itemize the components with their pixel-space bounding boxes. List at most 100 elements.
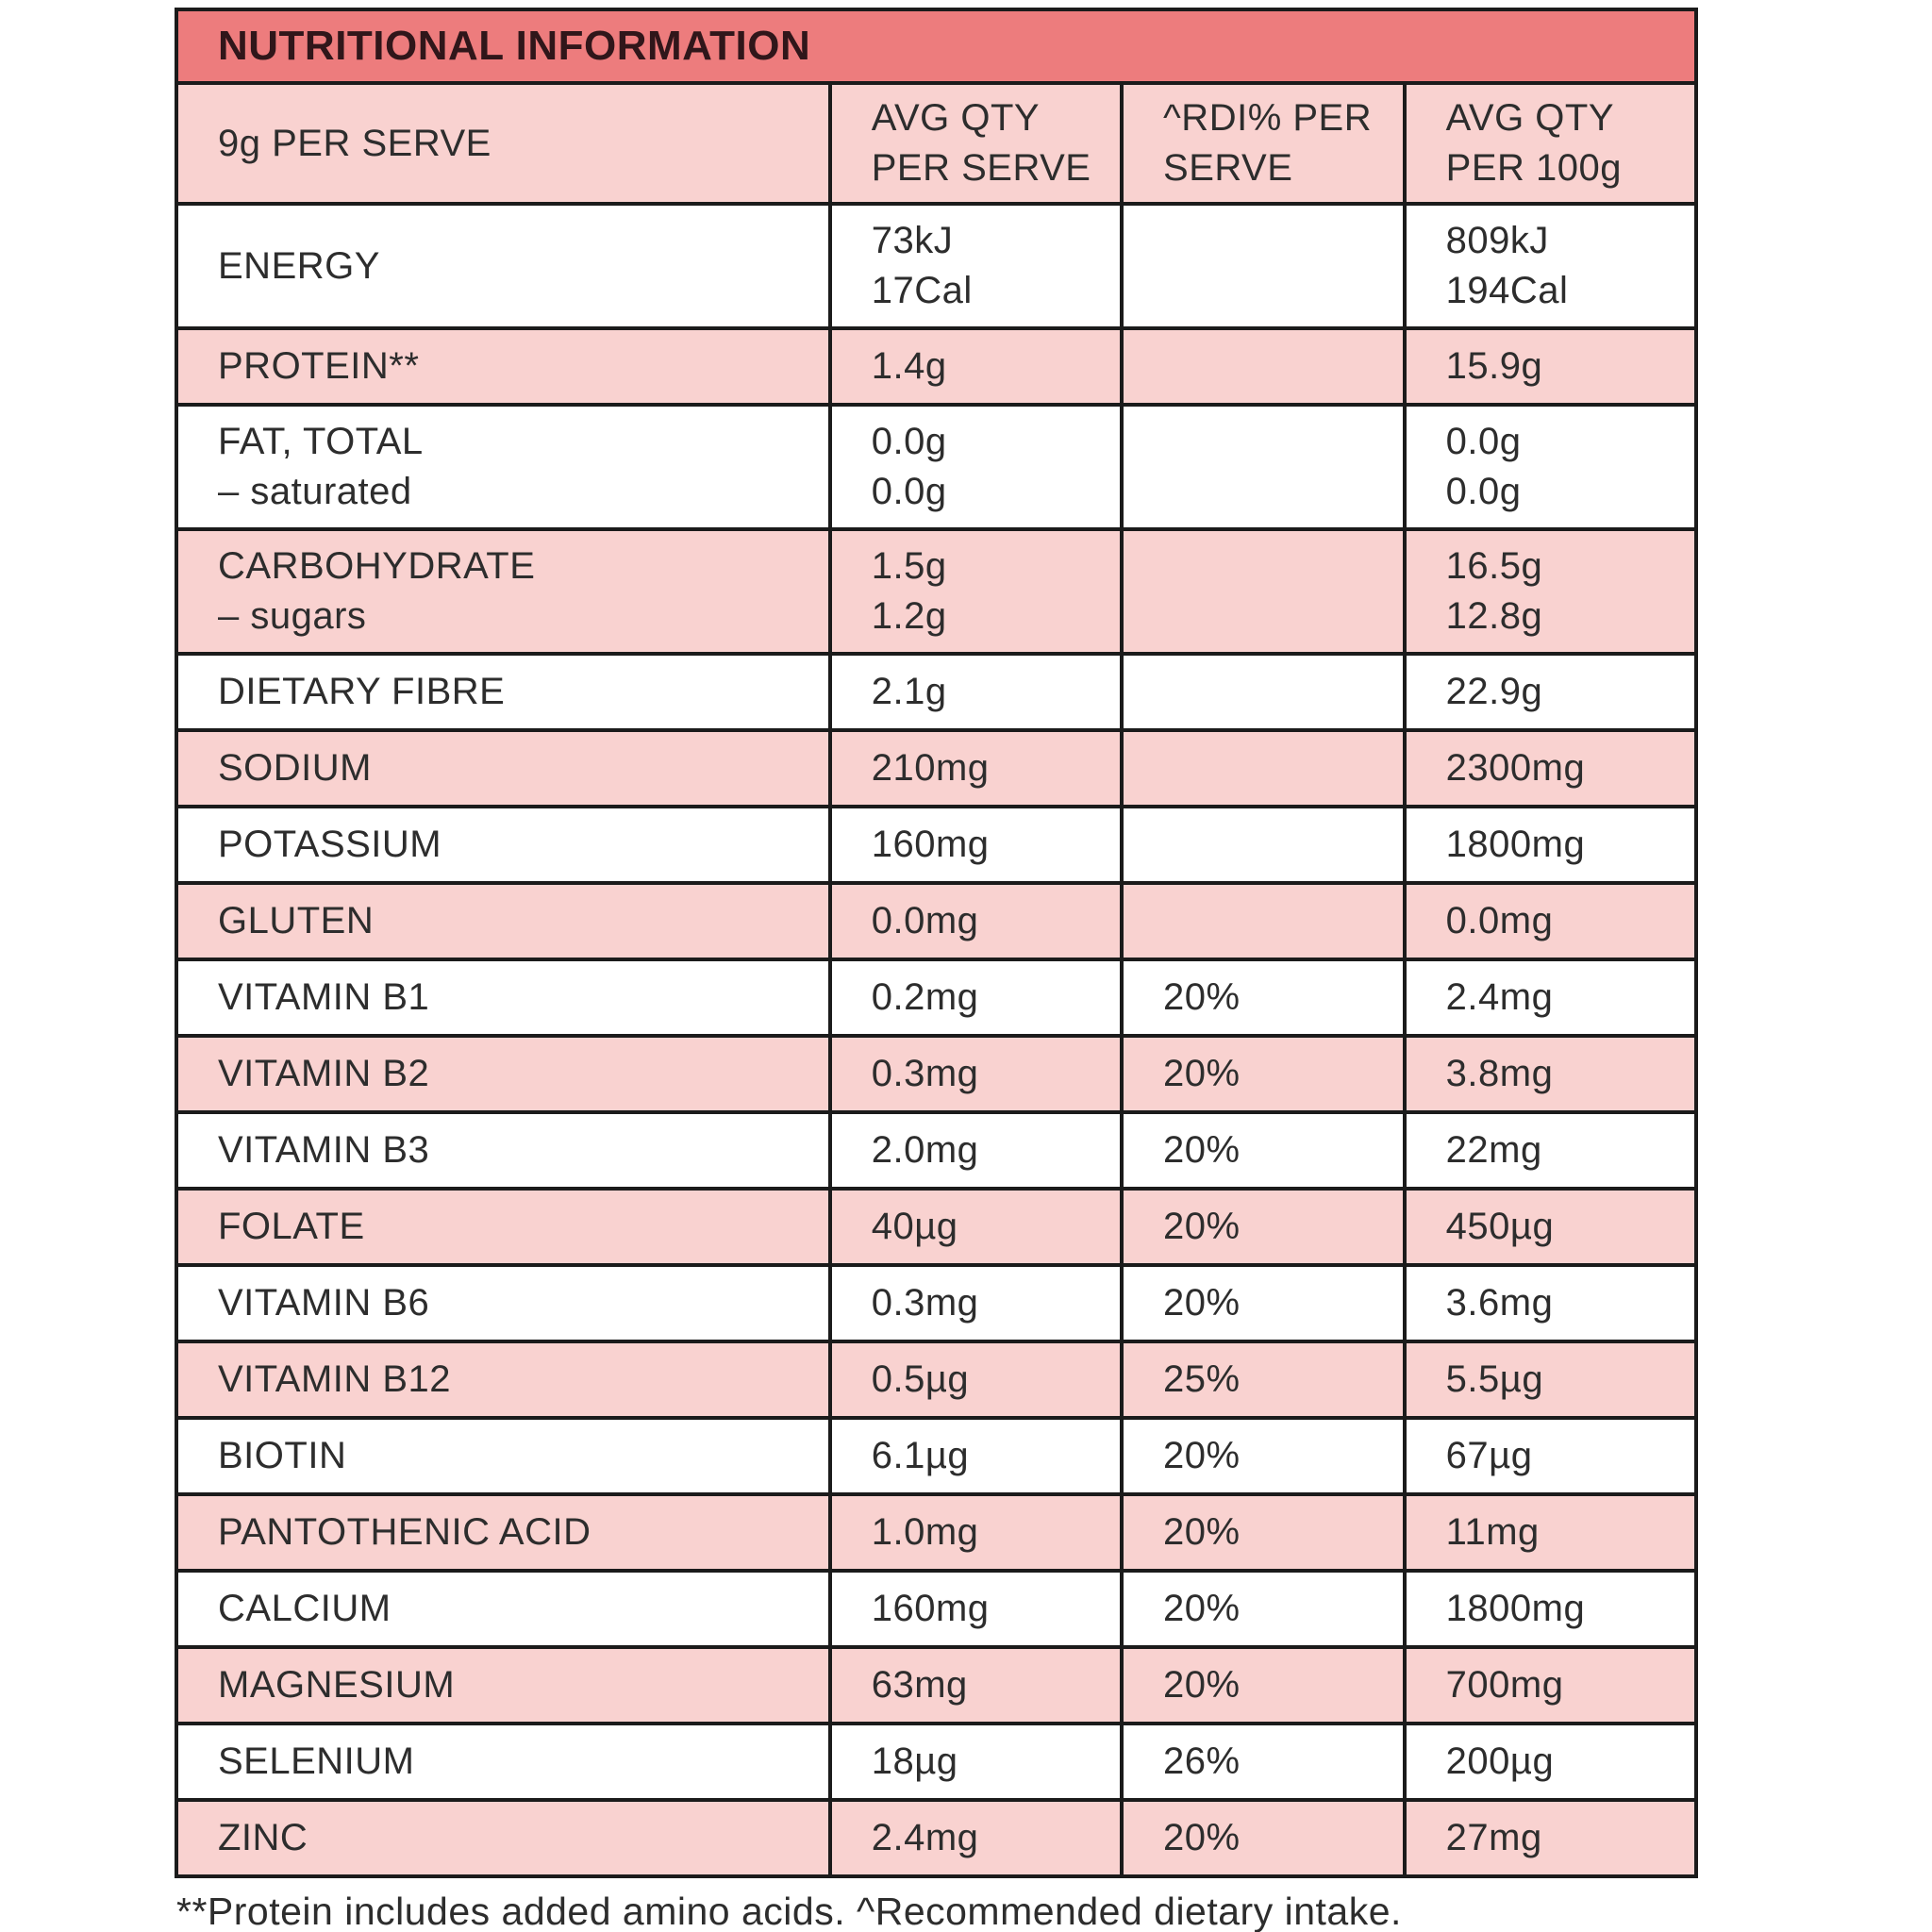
nutrition-panel: NUTRITIONAL INFORMATION 9g PER SERVE AVG … <box>175 7 1699 1932</box>
avg-qty-per-100g-value: 3.6mg <box>1402 1263 1699 1344</box>
nutrient-label: VITAMIN B1 <box>175 958 832 1039</box>
avg-qty-per-serve-value: 1.5g 1.2g <box>827 527 1124 657</box>
table-row: VITAMIN B1 0.2mg 20% 2.4mg <box>175 958 1699 1039</box>
rdi-per-serve-value <box>1120 805 1407 886</box>
avg-qty-per-serve-value: 1.4g <box>827 326 1124 408</box>
table-row: PANTOTHENIC ACID 1.0mg 20% 11mg <box>175 1492 1699 1574</box>
avg-qty-per-serve-value: 2.0mg <box>827 1110 1124 1191</box>
nutrient-label: CARBOHYDRATE – sugars <box>175 527 832 657</box>
avg-qty-per-serve-value: 0.3mg <box>827 1034 1124 1115</box>
table-row: VITAMIN B6 0.3mg 20% 3.6mg <box>175 1263 1699 1344</box>
avg-qty-per-serve-value: 160mg <box>827 1569 1124 1650</box>
avg-qty-per-serve-value: 73kJ 17Cal <box>827 202 1124 331</box>
nutrient-label: GLUTEN <box>175 881 832 962</box>
title-row: NUTRITIONAL INFORMATION <box>175 7 1698 86</box>
rdi-per-serve-value: 20% <box>1120 1569 1407 1650</box>
avg-qty-per-serve-value: 40µg <box>827 1187 1124 1268</box>
avg-qty-per-100g-value: 2.4mg <box>1402 958 1699 1039</box>
rdi-per-serve-value <box>1120 326 1407 408</box>
avg-qty-per-100g-value: 1800mg <box>1402 1569 1699 1650</box>
nutrient-label: PANTOTHENIC ACID <box>175 1492 832 1574</box>
table-head: NUTRITIONAL INFORMATION 9g PER SERVE AVG … <box>175 7 1699 207</box>
avg-qty-per-100g-value: 27mg <box>1402 1798 1699 1879</box>
nutrient-label: FOLATE <box>175 1187 832 1268</box>
rdi-per-serve-value <box>1120 652 1407 733</box>
nutrient-label: VITAMIN B2 <box>175 1034 832 1115</box>
table-row: SELENIUM 18µg 26% 200µg <box>175 1722 1699 1803</box>
avg-qty-per-serve-value: 0.2mg <box>827 958 1124 1039</box>
nutrient-label: CALCIUM <box>175 1569 832 1650</box>
avg-qty-per-100g-value: 809kJ 194Cal <box>1402 202 1699 331</box>
nutrient-label: POTASSIUM <box>175 805 832 886</box>
rdi-per-serve-value <box>1120 403 1407 532</box>
nutrient-label: VITAMIN B3 <box>175 1110 832 1191</box>
table-row: VITAMIN B2 0.3mg 20% 3.8mg <box>175 1034 1699 1115</box>
avg-qty-per-serve-value: 210mg <box>827 728 1124 809</box>
table-row: SODIUM 210mg 2300mg <box>175 728 1699 809</box>
column-header-0: 9g PER SERVE <box>175 81 832 207</box>
rdi-per-serve-value <box>1120 728 1407 809</box>
avg-qty-per-100g-value: 15.9g <box>1402 326 1699 408</box>
avg-qty-per-serve-value: 2.4mg <box>827 1798 1124 1879</box>
rdi-per-serve-value: 20% <box>1120 1492 1407 1574</box>
avg-qty-per-100g-value: 700mg <box>1402 1645 1699 1726</box>
column-header-row: 9g PER SERVE AVG QTY PER SERVE ^RDI% PER S… <box>175 81 1699 207</box>
table-row: CARBOHYDRATE – sugars 1.5g 1.2g 16.5g 12.8… <box>175 527 1699 657</box>
table-row: VITAMIN B3 2.0mg 20% 22mg <box>175 1110 1699 1191</box>
rdi-per-serve-value: 26% <box>1120 1722 1407 1803</box>
avg-qty-per-serve-value: 0.0g 0.0g <box>827 403 1124 532</box>
table-body: ENERGY 73kJ 17Cal 809kJ 194Cal PROTEIN** 1.4… <box>175 202 1699 1879</box>
table-row: ENERGY 73kJ 17Cal 809kJ 194Cal <box>175 202 1699 331</box>
nutrient-label: VITAMIN B12 <box>175 1340 832 1421</box>
column-header-1: AVG QTY PER SERVE <box>827 81 1124 207</box>
table-row: PROTEIN** 1.4g 15.9g <box>175 326 1699 408</box>
table-row: FAT, TOTAL – saturated 0.0g 0.0g 0.0g 0.0g <box>175 403 1699 532</box>
nutrient-label: DIETARY FIBRE <box>175 652 832 733</box>
nutrient-label: ZINC <box>175 1798 832 1879</box>
nutrient-label: SELENIUM <box>175 1722 832 1803</box>
nutrient-label: FAT, TOTAL – saturated <box>175 403 832 532</box>
avg-qty-per-serve-value: 63mg <box>827 1645 1124 1726</box>
avg-qty-per-100g-value: 11mg <box>1402 1492 1699 1574</box>
table-row: CALCIUM 160mg 20% 1800mg <box>175 1569 1699 1650</box>
nutrient-label: ENERGY <box>175 202 832 331</box>
nutrient-label: SODIUM <box>175 728 832 809</box>
rdi-per-serve-value: 20% <box>1120 1110 1407 1191</box>
avg-qty-per-100g-value: 200µg <box>1402 1722 1699 1803</box>
avg-qty-per-100g-value: 3.8mg <box>1402 1034 1699 1115</box>
rdi-per-serve-value: 20% <box>1120 1263 1407 1344</box>
table-row: ZINC 2.4mg 20% 27mg <box>175 1798 1699 1879</box>
avg-qty-per-serve-value: 1.0mg <box>827 1492 1124 1574</box>
table-row: VITAMIN B12 0.5µg 25% 5.5µg <box>175 1340 1699 1421</box>
nutrient-label: MAGNESIUM <box>175 1645 832 1726</box>
column-header-2: ^RDI% PER SERVE <box>1120 81 1407 207</box>
column-header-3: AVG QTY PER 100g <box>1402 81 1699 207</box>
footnote: **Protein includes added amino acids. ^R… <box>176 1890 1402 1932</box>
avg-qty-per-100g-value: 2300mg <box>1402 728 1699 809</box>
table-row: FOLATE 40µg 20% 450µg <box>175 1187 1699 1268</box>
nutrition-table: NUTRITIONAL INFORMATION 9g PER SERVE AVG … <box>175 7 1699 1879</box>
avg-qty-per-serve-value: 2.1g <box>827 652 1124 733</box>
avg-qty-per-serve-value: 0.3mg <box>827 1263 1124 1344</box>
rdi-per-serve-value: 20% <box>1120 958 1407 1039</box>
avg-qty-per-100g-value: 22.9g <box>1402 652 1699 733</box>
avg-qty-per-100g-value: 67µg <box>1402 1416 1699 1497</box>
rdi-per-serve-value: 20% <box>1120 1187 1407 1268</box>
rdi-per-serve-value: 20% <box>1120 1416 1407 1497</box>
avg-qty-per-100g-value: 1800mg <box>1402 805 1699 886</box>
avg-qty-per-serve-value: 0.5µg <box>827 1340 1124 1421</box>
table-title: NUTRITIONAL INFORMATION <box>175 7 1698 86</box>
avg-qty-per-100g-value: 0.0g 0.0g <box>1402 403 1699 532</box>
rdi-per-serve-value: 20% <box>1120 1798 1407 1879</box>
table-row: MAGNESIUM 63mg 20% 700mg <box>175 1645 1699 1726</box>
rdi-per-serve-value: 20% <box>1120 1645 1407 1726</box>
avg-qty-per-serve-value: 0.0mg <box>827 881 1124 962</box>
avg-qty-per-serve-value: 18µg <box>827 1722 1124 1803</box>
avg-qty-per-100g-value: 5.5µg <box>1402 1340 1699 1421</box>
rdi-per-serve-value: 25% <box>1120 1340 1407 1421</box>
table-row: POTASSIUM 160mg 1800mg <box>175 805 1699 886</box>
nutrient-label: VITAMIN B6 <box>175 1263 832 1344</box>
avg-qty-per-serve-value: 6.1µg <box>827 1416 1124 1497</box>
rdi-per-serve-value <box>1120 527 1407 657</box>
